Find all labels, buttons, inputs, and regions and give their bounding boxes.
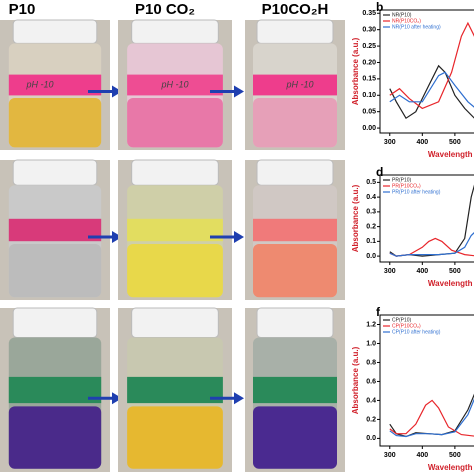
x-axis-title: Wavelength (nm)	[428, 463, 474, 472]
series-line	[389, 21, 474, 110]
vial-liquid	[8, 244, 102, 298]
vial-cap	[256, 307, 334, 339]
x-tick-label: 300	[384, 139, 396, 146]
legend-label: CP(P10)	[392, 317, 412, 323]
x-axis-title: Wavelength (nm)	[428, 279, 474, 288]
y-tick-label: 0.10	[362, 92, 376, 99]
y-tick-label: 0.30	[362, 27, 376, 34]
y-tick-label: 0.8	[366, 359, 376, 366]
series-line	[389, 71, 474, 108]
y-axis-title: Absorbance (a.u.)	[351, 346, 360, 414]
y-tick-label: 0.0	[366, 253, 376, 260]
panel-label: f	[376, 305, 381, 319]
vial-liquid	[127, 244, 223, 298]
y-axis-title: Absorbance (a.u.)	[351, 184, 360, 252]
panel-label: b	[376, 0, 383, 14]
vial-cap	[256, 19, 334, 44]
legend-label: CP(P10 after heating)	[392, 329, 441, 335]
x-tick-label: 400	[416, 139, 428, 146]
series-line	[389, 64, 474, 120]
arrow-head	[112, 85, 122, 98]
vial-cap	[256, 159, 334, 186]
y-tick-label: 0.5	[366, 179, 376, 186]
y-tick-label: 0.0	[366, 435, 376, 442]
photos	[0, 19, 345, 472]
series-line	[389, 232, 474, 257]
x-tick-label: 500	[449, 268, 461, 275]
x-tick-label: 400	[416, 268, 428, 275]
x-tick-label: 500	[449, 452, 461, 459]
y-axis-title: Absorbance (a.u.)	[351, 37, 360, 105]
vial-label	[253, 218, 337, 242]
arrow-head	[234, 231, 244, 243]
y-tick-label: 0.00	[362, 125, 376, 132]
vial-liquid	[253, 244, 337, 298]
vial-label	[127, 74, 223, 96]
x-tick-label: 400	[416, 452, 428, 459]
y-tick-label: 0.1	[366, 238, 376, 245]
legend-label: CP(P10CO₂)	[392, 323, 421, 329]
y-tick-label: 0.25	[362, 43, 376, 50]
arrow-head	[234, 85, 244, 98]
vial-cap	[12, 159, 98, 186]
series-line	[389, 398, 474, 438]
arrow-head	[112, 392, 122, 405]
vial-liquid	[8, 406, 102, 469]
y-tick-label: 1.2	[366, 321, 376, 328]
vial-label	[127, 218, 223, 242]
vial-label: pH -10	[285, 79, 313, 89]
column-header: P10CO₂H	[262, 1, 329, 18]
legend-label: NR(P10 after heating)	[392, 24, 441, 30]
legend-label: PR(P10CO₂)	[392, 183, 421, 189]
x-tick-label: 500	[449, 139, 461, 146]
y-tick-label: 0.2	[366, 416, 376, 423]
series-line	[389, 399, 474, 437]
legend-label: NR(P10CO₂)	[392, 18, 421, 24]
panel-label: d	[376, 165, 383, 179]
x-axis-title: Wavelength (nm)	[428, 150, 474, 159]
vial-cap	[131, 159, 219, 186]
vial-cap	[12, 19, 98, 44]
vial-cap	[131, 19, 219, 44]
vial-liquid	[253, 406, 337, 469]
vial-cap	[12, 307, 98, 339]
legend-label: PR(P10 after heating)	[392, 189, 441, 195]
arrow-head	[234, 392, 244, 405]
legend-label: PR(P10)	[392, 177, 412, 183]
vial-label: pH -10	[160, 79, 188, 89]
vial-liquid	[127, 406, 223, 469]
column-header: P10	[9, 1, 36, 18]
y-tick-label: 0.4	[366, 194, 376, 201]
vial-label	[8, 376, 102, 404]
column-header: P10 CO₂	[135, 1, 195, 18]
vial-liquid	[8, 98, 102, 148]
plot-frame	[379, 174, 474, 263]
vial-label	[253, 376, 337, 404]
plot-frame	[379, 314, 474, 447]
plot-frame	[379, 9, 474, 134]
vial-liquid	[127, 98, 223, 148]
y-tick-label: 0.4	[366, 397, 376, 404]
vial-cap	[131, 307, 219, 339]
y-tick-label: 0.20	[362, 59, 376, 66]
x-tick-label: 300	[384, 452, 396, 459]
vial-label	[8, 218, 102, 242]
y-tick-label: 0.3	[366, 209, 376, 216]
y-tick-label: 0.6	[366, 378, 376, 385]
y-tick-label: 0.05	[362, 109, 376, 116]
x-tick-label: 300	[384, 268, 396, 275]
legend-label: NR(P10)	[392, 12, 412, 18]
y-tick-label: 0.15	[362, 76, 376, 83]
y-tick-label: 1.0	[366, 340, 376, 347]
vial-label: pH -10	[25, 79, 53, 89]
y-tick-label: 0.35	[362, 10, 376, 17]
vial-label	[127, 376, 223, 404]
arrow-head	[112, 231, 122, 243]
y-tick-label: 0.2	[366, 223, 376, 230]
vial-label	[8, 74, 102, 96]
vial-label	[253, 74, 337, 96]
vial-liquid	[253, 98, 337, 148]
